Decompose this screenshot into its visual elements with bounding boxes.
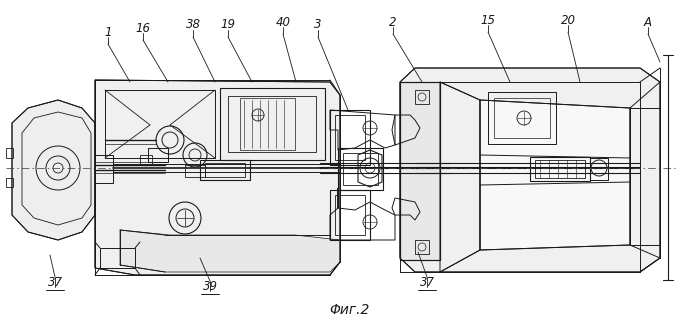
Bar — [330, 190, 370, 240]
Bar — [6, 178, 13, 187]
Bar — [95, 155, 113, 183]
Bar — [148, 148, 168, 162]
Bar — [488, 92, 556, 144]
Text: 40: 40 — [276, 16, 290, 29]
Text: 16: 16 — [136, 21, 150, 34]
Bar — [185, 165, 205, 177]
Bar — [205, 163, 245, 177]
Bar — [240, 98, 295, 150]
Polygon shape — [95, 80, 340, 275]
Bar — [220, 88, 325, 160]
Bar — [630, 108, 660, 245]
Text: 1: 1 — [104, 25, 112, 38]
Bar — [400, 82, 440, 260]
Bar — [338, 148, 383, 190]
Bar — [335, 115, 365, 160]
Polygon shape — [12, 100, 95, 240]
Text: 2: 2 — [389, 16, 397, 29]
Text: Φиг.2: Φиг.2 — [330, 303, 370, 317]
Bar — [530, 157, 590, 181]
Polygon shape — [400, 68, 660, 272]
Bar — [140, 155, 152, 165]
Polygon shape — [480, 100, 630, 250]
Polygon shape — [120, 230, 340, 272]
Text: 3: 3 — [314, 19, 322, 32]
Text: 37: 37 — [419, 276, 435, 289]
Bar — [200, 160, 250, 180]
Bar — [330, 110, 370, 165]
Bar — [415, 90, 429, 104]
Bar — [494, 98, 550, 138]
Text: 15: 15 — [480, 14, 496, 27]
Text: 39: 39 — [202, 280, 218, 292]
Bar — [590, 158, 608, 180]
Bar — [105, 90, 215, 158]
Bar — [6, 148, 13, 158]
Bar — [335, 195, 365, 235]
Bar — [343, 153, 378, 185]
Bar — [400, 82, 440, 260]
Text: 38: 38 — [186, 19, 200, 32]
Text: 20: 20 — [561, 14, 575, 27]
Bar — [228, 96, 316, 152]
Text: 19: 19 — [220, 19, 235, 32]
Bar — [415, 240, 429, 254]
Text: A: A — [644, 16, 652, 29]
Bar — [535, 160, 585, 178]
Text: 37: 37 — [48, 276, 62, 289]
Bar — [100, 248, 135, 268]
